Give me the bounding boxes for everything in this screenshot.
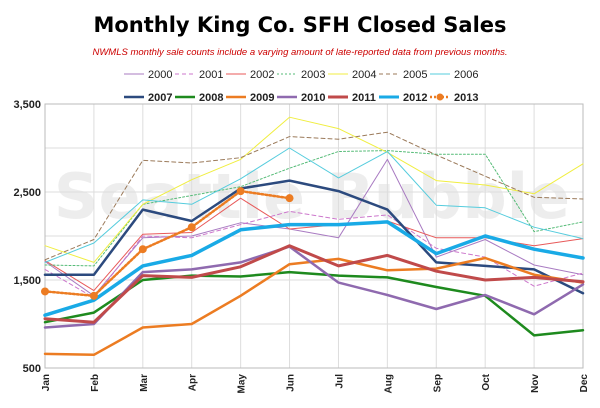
- axes: 500 1,500 2,500 3,500 Jan Feb Mar Apr May Jun Jul A…: [13, 99, 590, 393]
- legend: 2000 2001 2002 2003 2004 2005 2006 2007 2008 2009…: [124, 69, 478, 104]
- legend-label: 2013: [454, 92, 478, 104]
- watermark: Seattle Bubble: [54, 160, 570, 233]
- series-line-2011: [43, 244, 585, 324]
- data-point-2013: [236, 187, 245, 196]
- x-tick-label: Apr: [188, 374, 199, 391]
- legend-label: 2006: [454, 69, 478, 81]
- legend-item-2004: 2004: [328, 69, 376, 81]
- series-line-2009: [43, 256, 585, 357]
- watermark-layer: Seattle Bubble: [54, 160, 570, 233]
- legend-label: 2009: [250, 92, 274, 104]
- legend-item-2011: 2011: [328, 92, 376, 104]
- data-point-2013: [187, 223, 196, 232]
- legend-item-2013: 2013: [430, 92, 478, 104]
- chart-subtitle: NWMLS monthly sale counts include a vary…: [92, 47, 507, 58]
- plot-frame: [44, 103, 584, 369]
- legend-item-2009: 2009: [226, 92, 274, 104]
- y-tick-label: 500: [23, 363, 41, 375]
- series-line-2012: [43, 220, 585, 317]
- legend-marker: [436, 93, 444, 101]
- legend-label: 2001: [199, 69, 223, 81]
- series-line-2006: [44, 147, 584, 263]
- series-2004: [44, 116, 584, 263]
- y-tick-label: 2,500: [13, 187, 41, 199]
- x-tick-label: Dec: [579, 374, 590, 393]
- series-2005: [44, 131, 584, 261]
- legend-item-2003: 2003: [277, 69, 325, 81]
- data-point-2013: [41, 287, 49, 296]
- series-layer: [41, 116, 585, 357]
- legend-label: 2012: [403, 92, 427, 104]
- series-line-2010: [43, 245, 585, 329]
- legend-label: 2004: [352, 69, 376, 81]
- x-tick-label: Nov: [530, 374, 541, 393]
- legend-label: 2010: [301, 92, 325, 104]
- legend-label: 2011: [352, 92, 376, 104]
- x-tick-label: Jul: [334, 374, 345, 389]
- y-tick-label: 3,500: [13, 99, 41, 111]
- x-tick-label: Oct: [481, 373, 492, 390]
- legend-label: 2003: [301, 69, 325, 81]
- data-point-2013: [285, 194, 294, 203]
- legend-item-2010: 2010: [277, 92, 325, 104]
- x-tick-label: May: [237, 374, 248, 394]
- legend-item-2006: 2006: [430, 69, 478, 81]
- legend-item-2012: 2012: [379, 92, 427, 104]
- x-tick-label: Feb: [90, 374, 101, 392]
- series-2006: [44, 147, 584, 263]
- x-tick-label: Sep: [432, 374, 443, 392]
- series-line-2013: [43, 189, 291, 298]
- series-line-2004: [44, 116, 584, 263]
- x-tick-label: Mar: [139, 374, 150, 392]
- series-line-2005: [44, 131, 584, 261]
- legend-label: 2008: [199, 92, 223, 104]
- legend-item-2002: 2002: [226, 69, 274, 81]
- x-tick-label: Aug: [383, 374, 394, 393]
- legend-label: 2000: [148, 69, 172, 81]
- series-2000: [44, 158, 584, 297]
- legend-item-2001: 2001: [175, 69, 223, 81]
- series-2010: [43, 245, 585, 329]
- data-point-2013: [138, 245, 147, 254]
- series-2007: [43, 179, 585, 295]
- series-2011: [43, 244, 585, 324]
- series-2008: [43, 270, 585, 337]
- legend-item-2000: 2000: [124, 69, 172, 81]
- series-line-2007: [43, 179, 585, 295]
- series-2009: [43, 256, 585, 357]
- chart-title: Monthly King Co. SFH Closed Sales: [93, 13, 506, 37]
- legend-label: 2007: [148, 92, 172, 104]
- legend-item-2007: 2007: [124, 92, 172, 104]
- legend-label: 2002: [250, 69, 274, 81]
- x-tick-label: Jun: [286, 374, 297, 392]
- grid: [44, 103, 584, 369]
- series-2001: [44, 210, 584, 299]
- series-2012: [43, 220, 585, 317]
- data-point-2013: [89, 291, 98, 300]
- y-tick-label: 1,500: [13, 275, 41, 287]
- series-2013: [41, 187, 294, 300]
- legend-item-2008: 2008: [175, 92, 223, 104]
- series-line-2000: [44, 158, 584, 297]
- x-tick-label: Jan: [41, 374, 52, 391]
- series-line-2001: [44, 210, 584, 299]
- legend-label: 2005: [403, 69, 427, 81]
- series-line-2008: [43, 270, 585, 337]
- legend-item-2005: 2005: [379, 69, 427, 81]
